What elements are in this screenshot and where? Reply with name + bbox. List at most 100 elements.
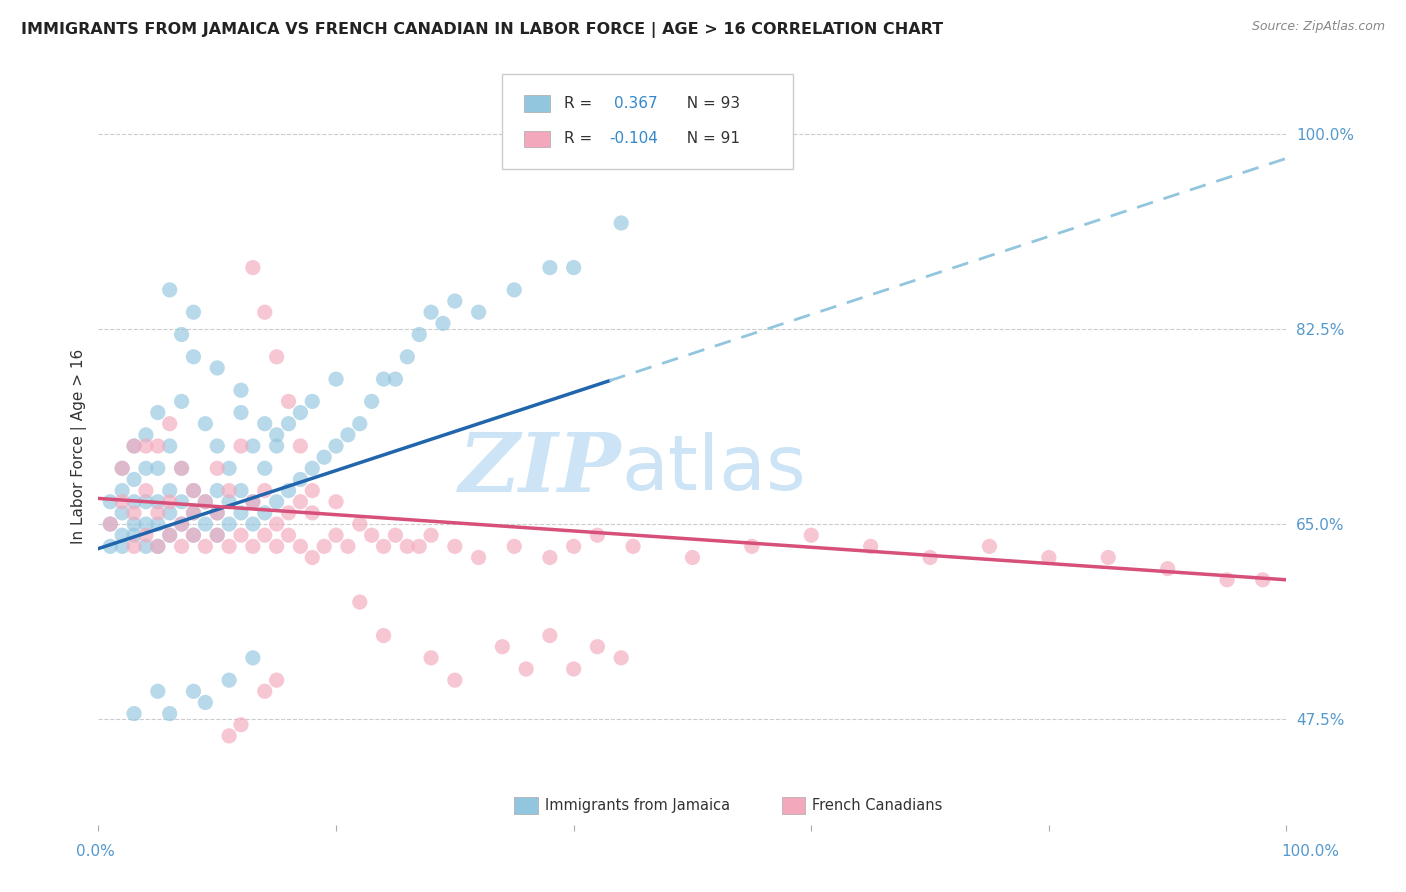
Bar [782, 797, 806, 814]
Point [229, 483, 252, 498]
Point [301, 506, 323, 520]
Point [325, 494, 347, 508]
Point [681, 550, 703, 565]
Point [301, 483, 323, 498]
Point [218, 494, 240, 508]
Point [98, 539, 121, 553]
Point [135, 439, 157, 453]
Point [170, 517, 193, 532]
Point [218, 673, 240, 688]
Point [444, 673, 467, 688]
Point [229, 439, 252, 453]
Point [266, 350, 288, 364]
Point [194, 494, 217, 508]
Point [432, 317, 454, 331]
Point [266, 517, 288, 532]
Point [384, 372, 406, 386]
Point [503, 283, 526, 297]
Point [122, 506, 145, 520]
Point [122, 439, 145, 453]
Point [159, 506, 181, 520]
Point [562, 260, 585, 275]
Point [266, 673, 288, 688]
Point [159, 706, 181, 721]
Point [266, 539, 288, 553]
Point [920, 550, 942, 565]
Point [207, 506, 229, 520]
Point [207, 439, 229, 453]
Point [325, 439, 347, 453]
Point [207, 506, 229, 520]
Point [242, 539, 264, 553]
Point [444, 294, 467, 309]
Point [159, 417, 181, 431]
Point [360, 528, 382, 542]
Point [277, 417, 299, 431]
Point [314, 539, 336, 553]
Point [170, 461, 193, 475]
Point [146, 684, 169, 698]
Point [207, 483, 229, 498]
Point [253, 684, 276, 698]
Point [122, 528, 145, 542]
Point [277, 394, 299, 409]
Point [194, 517, 217, 532]
Point [277, 483, 299, 498]
Point [373, 372, 395, 386]
Point [420, 651, 443, 665]
Point [194, 417, 217, 431]
Point [290, 473, 312, 487]
Point [135, 428, 157, 442]
Point [515, 662, 537, 676]
Point [122, 539, 145, 553]
Point [111, 539, 134, 553]
Point [159, 494, 181, 508]
Point [159, 439, 181, 453]
Point [336, 428, 359, 442]
Text: R =: R = [564, 131, 598, 146]
Point [207, 361, 229, 376]
Point [266, 439, 288, 453]
Point [98, 517, 121, 532]
Point [562, 662, 585, 676]
Point [621, 539, 644, 553]
Point [242, 494, 264, 508]
Point [349, 417, 371, 431]
Point [491, 640, 513, 654]
Point [135, 528, 157, 542]
Point [170, 539, 193, 553]
Point [349, 517, 371, 532]
Point [194, 539, 217, 553]
Point [503, 539, 526, 553]
Point [135, 539, 157, 553]
Text: ZIP: ZIP [458, 429, 621, 508]
Point [170, 327, 193, 342]
Bar [524, 95, 550, 112]
Point [146, 406, 169, 420]
Point [610, 651, 633, 665]
Point [183, 506, 205, 520]
Point [562, 539, 585, 553]
Point [111, 528, 134, 542]
Point [135, 483, 157, 498]
Point [420, 528, 443, 542]
Point [408, 327, 430, 342]
Point [218, 729, 240, 743]
Point [314, 450, 336, 465]
Point [1097, 550, 1119, 565]
Point [741, 539, 763, 553]
Point [122, 706, 145, 721]
Point [183, 483, 205, 498]
Point [467, 305, 489, 319]
Text: Source: ZipAtlas.com: Source: ZipAtlas.com [1251, 20, 1385, 33]
Point [183, 528, 205, 542]
Point [266, 494, 288, 508]
Point [586, 640, 609, 654]
Point [122, 473, 145, 487]
Text: 0.367: 0.367 [614, 95, 658, 111]
Point [290, 494, 312, 508]
Point [1216, 573, 1239, 587]
Point [183, 528, 205, 542]
Point [146, 494, 169, 508]
Point [170, 394, 193, 409]
